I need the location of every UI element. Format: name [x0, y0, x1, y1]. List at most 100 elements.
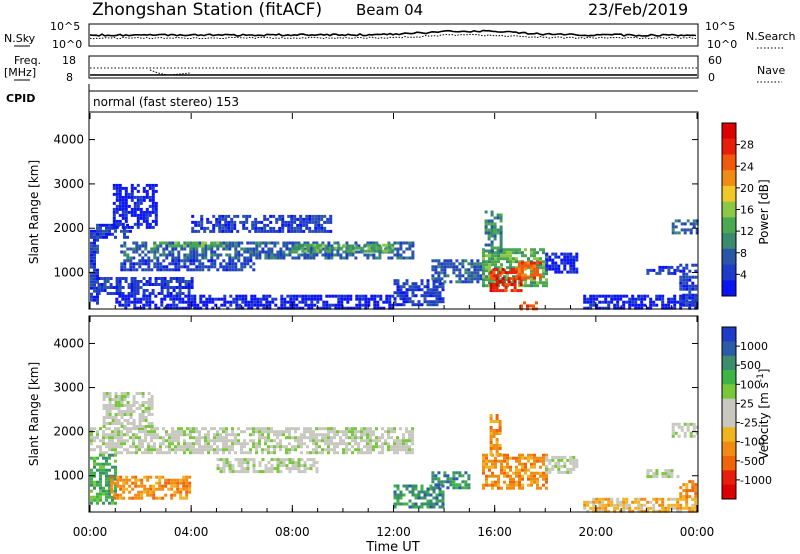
power-cell: [592, 294, 596, 298]
power-cell: [504, 271, 508, 275]
power-cell: [295, 297, 299, 301]
velocity-cell: [643, 509, 647, 513]
velocity-cell: [521, 483, 524, 487]
velocity-cell: [243, 470, 247, 474]
velocity-cell: [207, 433, 210, 437]
power-cell: [240, 253, 244, 257]
velocity-cell: [646, 506, 650, 510]
power-cell: [402, 303, 406, 307]
power-cell: [206, 220, 210, 224]
power-cell: [473, 262, 477, 266]
velocity-cell: [240, 445, 243, 449]
power-cell: [148, 186, 152, 190]
velocity-cell: [661, 509, 665, 513]
velocity-cell: [108, 398, 112, 401]
power-cell: [691, 284, 695, 288]
velocity-cell: [431, 474, 435, 478]
power-cell: [291, 241, 295, 245]
power-cell: [168, 268, 172, 272]
velocity-cell: [431, 471, 435, 475]
velocity-cell: [601, 509, 605, 513]
velocity-cell: [536, 480, 539, 484]
velocity-cell: [661, 475, 665, 479]
velocity-cell: [500, 462, 503, 466]
power-cell: [434, 259, 438, 263]
power-cell: [154, 306, 158, 310]
power-cell: [488, 251, 491, 255]
velocity-cell: [207, 448, 210, 452]
power-cell: [154, 207, 158, 211]
velocity-cell: [670, 475, 674, 479]
velocity-cell: [132, 395, 136, 398]
power-cell: [434, 280, 438, 284]
power-cell: [492, 268, 496, 272]
velocity-cell: [613, 503, 617, 507]
velocity-cell: [482, 459, 485, 463]
power-cell: [634, 303, 638, 307]
power-cell: [153, 250, 157, 254]
power-cell: [105, 229, 108, 233]
velocity-cell: [417, 496, 421, 500]
power-cell: [262, 297, 266, 301]
velocity-cell: [240, 451, 243, 455]
power-cell: [673, 271, 677, 275]
power-cell: [93, 232, 96, 236]
velocity-cell: [255, 451, 258, 455]
power-cell: [476, 274, 480, 278]
velocity-cell: [158, 475, 162, 479]
power-cell: [583, 294, 587, 298]
velocity-cell: [110, 475, 114, 479]
velocity-cell: [366, 430, 369, 434]
velocity-cell: [303, 464, 307, 468]
power-cell: [96, 301, 99, 305]
power-cell: [238, 303, 242, 307]
power-cell: [500, 254, 503, 258]
power-cell: [120, 250, 124, 254]
power-cell: [467, 262, 471, 266]
power-cell: [405, 241, 409, 245]
velocity-cell: [393, 484, 397, 488]
velocity-cell: [545, 464, 549, 468]
velocity-cell: [185, 493, 189, 497]
power-cell: [646, 271, 650, 275]
velocity-cell: [498, 432, 502, 435]
power-cell: [90, 283, 93, 287]
velocity-cell: [360, 430, 363, 434]
velocity-cell: [560, 470, 564, 474]
power-cell: [311, 214, 315, 218]
power-cell: [426, 291, 430, 295]
velocity-cell: [509, 474, 512, 478]
velocity-cell: [276, 436, 279, 440]
power-cell: [308, 220, 312, 224]
velocity-cell: [105, 410, 109, 413]
velocity-cell: [533, 480, 536, 484]
power-cell: [494, 251, 497, 255]
power-cell: [455, 265, 459, 269]
power-cell: [679, 284, 683, 288]
power-cell: [153, 253, 157, 257]
power-cell: [361, 297, 365, 301]
velocity-cell: [201, 451, 204, 455]
power-cell: [414, 303, 418, 307]
power-cell: [145, 225, 149, 229]
velocity-cell: [264, 430, 267, 434]
colorbar-tick-label: 20: [740, 182, 754, 195]
velocity-cell: [420, 502, 424, 506]
power-cell: [388, 294, 392, 298]
power-cell: [220, 297, 224, 301]
power-cell: [496, 213, 500, 217]
velocity-cell: [408, 505, 412, 509]
power-cell: [499, 243, 503, 247]
velocity-cell: [126, 395, 130, 398]
power-cell: [142, 198, 146, 202]
power-cell: [526, 264, 530, 268]
power-cell: [201, 247, 205, 251]
velocity-cell: [387, 448, 390, 452]
velocity-cell: [592, 509, 596, 513]
power-cell: [162, 241, 166, 245]
velocity-cell: [132, 404, 136, 407]
power-cell: [378, 253, 382, 257]
velocity-cell: [342, 439, 345, 443]
power-cell: [560, 270, 564, 274]
velocity-cell: [506, 486, 509, 490]
